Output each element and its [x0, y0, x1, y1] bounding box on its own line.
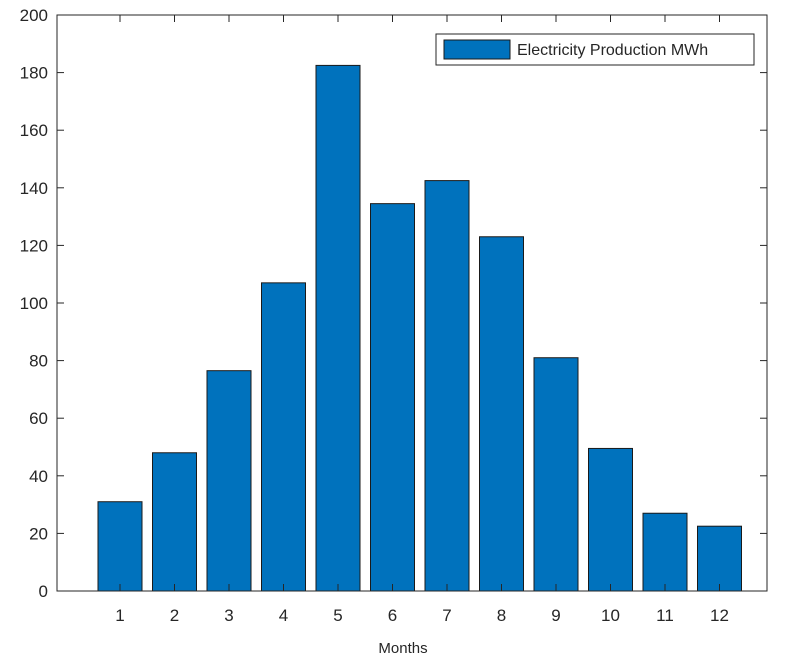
x-axis-ticks: 1 2 3 4 5 6 7 8 9 10 11 12 [115, 15, 729, 625]
y-tick-label: 120 [20, 236, 48, 255]
x-tick-label: 1 [115, 606, 124, 625]
bar-4 [261, 282, 306, 592]
y-tick-label: 80 [29, 352, 48, 371]
y-tick-label: 100 [20, 294, 48, 313]
bar-9 [533, 357, 579, 592]
y-tick-label: 20 [29, 524, 48, 543]
y-tick-label: 200 [20, 6, 48, 25]
x-tick-label: 6 [388, 606, 397, 625]
bar-1 [97, 501, 143, 592]
legend-swatch [443, 39, 511, 60]
y-tick-label: 40 [29, 467, 48, 486]
legend: Electricity Production MWh [435, 33, 755, 66]
bar-3 [206, 370, 252, 592]
x-tick-label: 5 [333, 606, 342, 625]
x-tick-label: 9 [551, 606, 560, 625]
y-tick-label: 160 [20, 121, 48, 140]
bar-2 [152, 452, 197, 592]
bar-6 [370, 203, 415, 592]
x-tick-label: 10 [601, 606, 620, 625]
x-tick-label: 4 [279, 606, 288, 625]
bar-5 [315, 64, 361, 592]
plot-frame [56, 14, 768, 592]
y-axis-ticks: 0 20 40 60 80 100 120 140 160 180 200 [20, 6, 767, 601]
bar-7 [424, 180, 470, 592]
y-tick-label: 180 [20, 64, 48, 83]
bars-group [97, 64, 742, 592]
x-tick-label: 7 [442, 606, 451, 625]
y-tick-label: 60 [29, 409, 48, 428]
x-tick-label: 12 [710, 606, 729, 625]
y-tick-label: 0 [39, 582, 48, 601]
bar-8 [479, 236, 524, 592]
bar-11 [642, 512, 688, 592]
legend-label: Electricity Production MWh [517, 42, 708, 59]
bar-12 [697, 525, 742, 592]
x-tick-label: 8 [497, 606, 506, 625]
x-tick-label: 3 [224, 606, 233, 625]
x-tick-label: 11 [656, 606, 674, 625]
y-tick-label: 140 [20, 179, 48, 198]
x-axis-label: Months [378, 640, 427, 657]
x-tick-label: 2 [170, 606, 179, 625]
bar-10 [588, 447, 633, 592]
